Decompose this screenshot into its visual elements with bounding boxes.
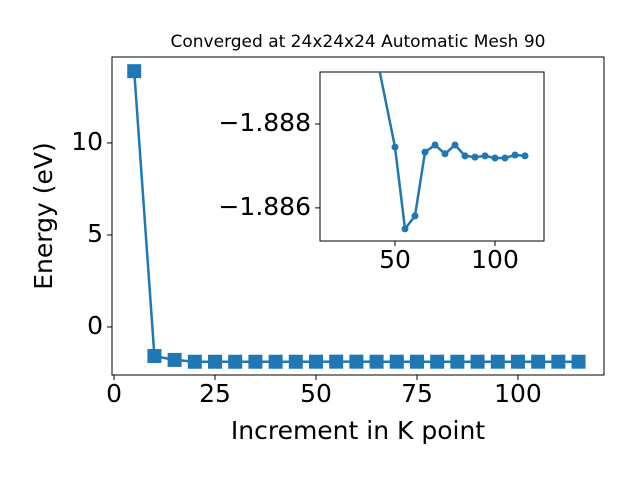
y-tick-label: −1.886: [218, 192, 311, 221]
y-tick-label: 0: [87, 311, 103, 340]
marker: [349, 354, 364, 369]
marker: [421, 148, 429, 156]
marker: [391, 143, 399, 151]
marker: [187, 354, 202, 369]
marker: [551, 354, 566, 369]
marker: [450, 354, 465, 369]
marker: [490, 354, 505, 369]
marker: [431, 141, 439, 149]
marker: [411, 212, 419, 220]
marker: [441, 150, 449, 158]
marker: [511, 151, 519, 159]
marker: [471, 153, 479, 161]
x-axis-label: Increment in K point: [231, 416, 485, 445]
marker: [430, 354, 445, 369]
marker: [389, 354, 404, 369]
x-tick-label: 75: [401, 379, 433, 408]
y-tick-label: −1.888: [218, 108, 311, 137]
marker: [268, 354, 283, 369]
marker: [451, 141, 459, 149]
marker: [401, 225, 409, 233]
marker: [531, 354, 546, 369]
x-tick-label: 0: [106, 379, 122, 408]
marker: [228, 354, 243, 369]
marker: [491, 154, 499, 162]
marker: [308, 354, 323, 369]
marker: [329, 354, 344, 369]
marker: [510, 354, 525, 369]
marker: [369, 354, 384, 369]
x-tick-label: 100: [494, 379, 542, 408]
x-tick-label: 50: [300, 379, 332, 408]
x-tick-label: 50: [379, 245, 411, 274]
marker: [571, 354, 586, 369]
y-tick-label: 10: [71, 127, 103, 156]
plot-area: [127, 64, 586, 369]
y-axis-label: Energy (eV): [29, 142, 58, 289]
marker: [521, 152, 529, 160]
x-tick-label: 25: [199, 379, 231, 408]
y-tick-label: 5: [87, 219, 103, 248]
marker: [208, 354, 223, 369]
marker: [409, 354, 424, 369]
plot-area: [378, 72, 529, 233]
x-tick-label: 100: [471, 245, 519, 274]
marker: [288, 354, 303, 369]
marker: [127, 64, 142, 79]
marker: [167, 352, 182, 367]
marker: [147, 349, 162, 364]
marker: [248, 354, 263, 369]
marker: [481, 152, 489, 160]
marker: [501, 154, 509, 162]
marker: [470, 354, 485, 369]
marker: [461, 152, 469, 160]
chart-title: Converged at 24x24x24 Automatic Mesh 90: [171, 32, 546, 52]
